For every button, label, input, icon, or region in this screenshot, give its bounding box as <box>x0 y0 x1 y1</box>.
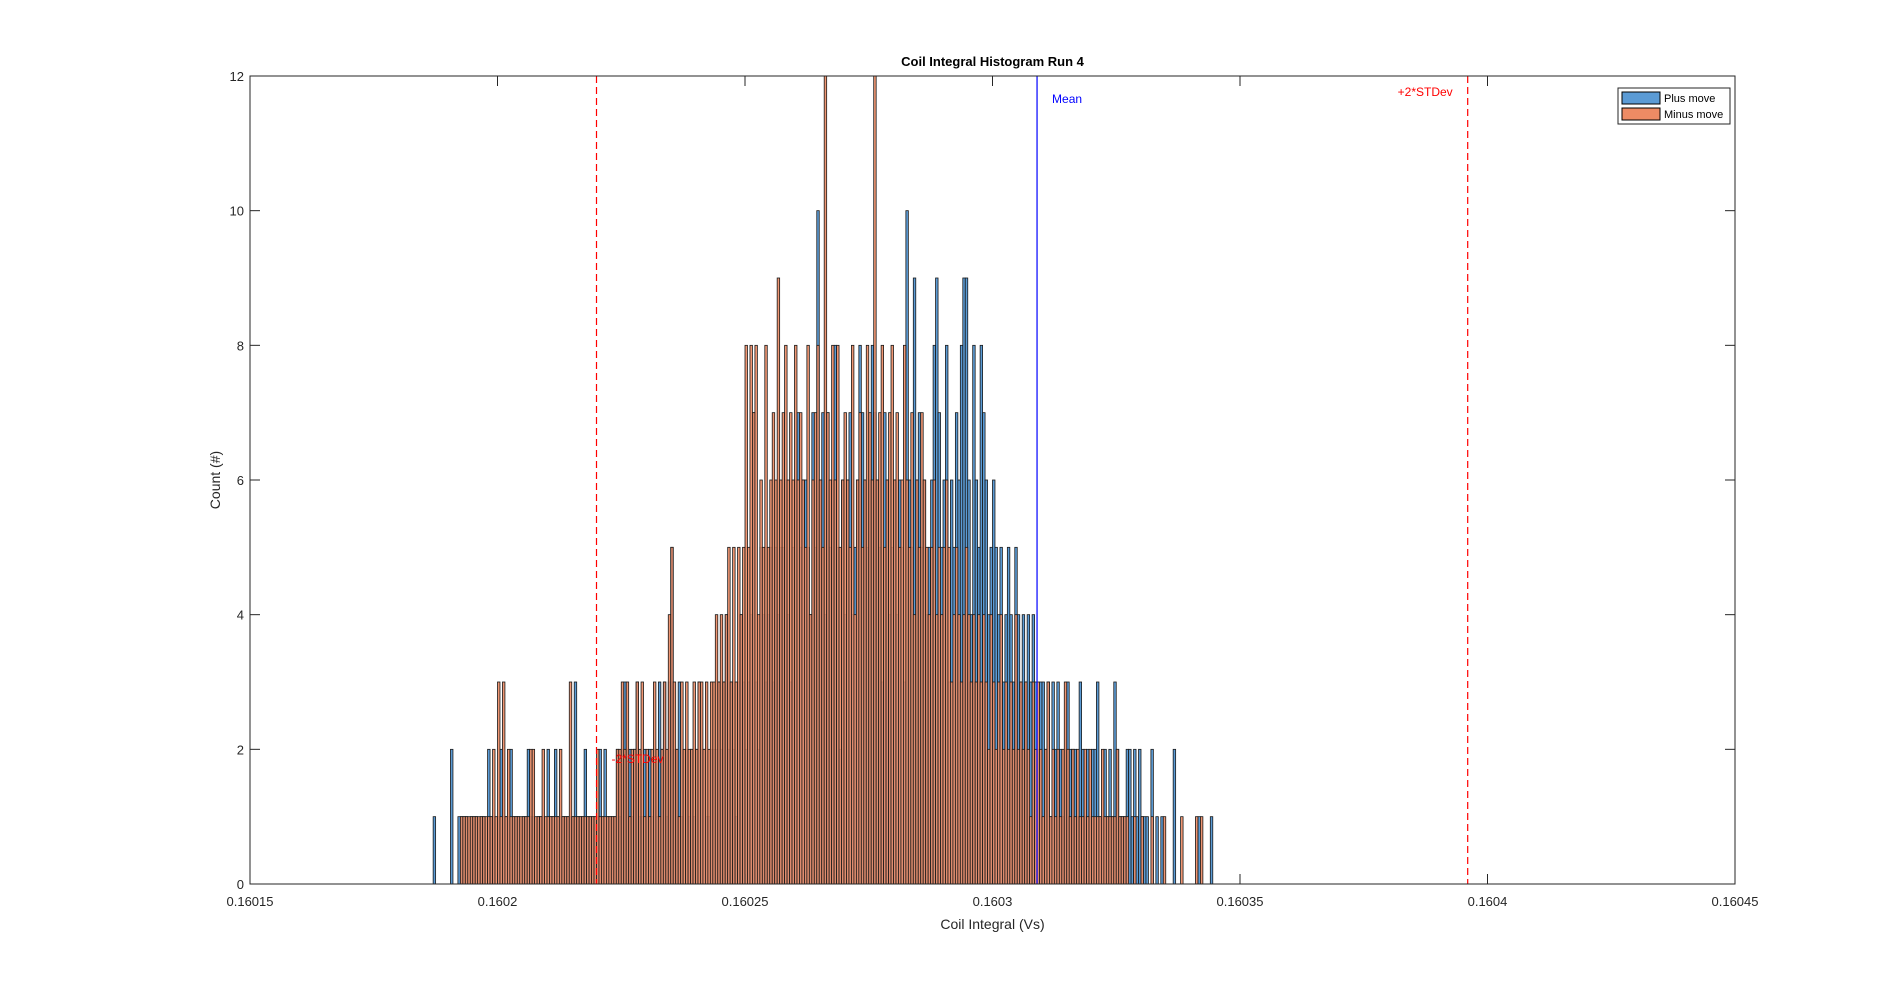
plus-move-bar <box>1145 816 1149 885</box>
y-tick-label: 10 <box>230 204 244 219</box>
minus-move-bar <box>1125 816 1130 885</box>
y-tick-label: 4 <box>237 608 244 623</box>
minus-move-bar <box>1133 816 1137 885</box>
y-tick-label: 2 <box>237 742 244 757</box>
y-tick-label: 0 <box>237 877 244 892</box>
chart-title: Coil Integral Histogram Run 4 <box>901 54 1085 69</box>
x-tick-label: 0.1604 <box>1468 894 1508 909</box>
x-tick-label: 0.1603 <box>973 894 1013 909</box>
x-axis-label: Coil Integral (Vs) <box>940 916 1044 932</box>
plus-move-bar <box>450 748 454 885</box>
legend-label-minus-move: Minus move <box>1664 109 1723 121</box>
minus-move-bar <box>1150 816 1154 885</box>
x-tick-label: 0.16025 <box>722 894 769 909</box>
reference-line-label: Mean <box>1052 92 1082 106</box>
y-tick-label: 12 <box>230 69 244 84</box>
x-tick-label: 0.16045 <box>1712 894 1759 909</box>
y-tick-label: 6 <box>237 473 244 488</box>
y-tick-label: 8 <box>237 338 244 353</box>
legend-label-plus-move: Plus move <box>1664 93 1715 105</box>
y-axis-ticks: 0 2 4 6 8 10 12 <box>230 69 1735 892</box>
plus-move-bar <box>1209 816 1214 885</box>
x-tick-label: 0.16035 <box>1217 894 1264 909</box>
minus-move-bar <box>1195 816 1199 885</box>
x-tick-label: 0.1602 <box>478 894 518 909</box>
y-axis-label: Count (#) <box>207 451 223 509</box>
reference-line-label: +2*STDev <box>1398 85 1453 99</box>
minus-move-bar <box>1200 816 1204 885</box>
reference-line-label: -2*STDev <box>612 752 664 766</box>
minus-move-bar <box>1180 816 1184 885</box>
reference-lines: -2*STDev Mean +2*STDev <box>595 76 1469 884</box>
minus-move-bar <box>1140 816 1144 885</box>
minus-move-bars <box>459 75 1204 885</box>
minus-move-bar <box>1162 816 1167 885</box>
legend-swatch-minus-move <box>1621 107 1661 121</box>
x-axis-ticks: 0.16015 0.1602 0.16025 0.1603 0.16035 0.1604 0… <box>227 76 1759 909</box>
legend-swatch-plus-move <box>1621 91 1661 105</box>
plus-move-bar <box>1155 816 1159 885</box>
plus-move-bar <box>432 816 437 885</box>
x-tick-label: 0.16015 <box>227 894 274 909</box>
plus-move-bar <box>1172 748 1177 885</box>
legend: Plus move Minus move <box>1617 87 1731 125</box>
